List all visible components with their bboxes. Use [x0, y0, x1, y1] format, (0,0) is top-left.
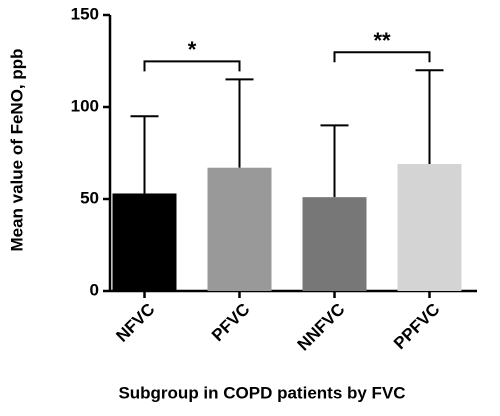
- bar: [302, 197, 367, 291]
- bar: [397, 164, 462, 291]
- y-tick-label: 150: [71, 4, 99, 23]
- y-tick-label: 50: [80, 188, 99, 207]
- y-axis-label: Mean value of FeNO, ppb: [7, 48, 26, 251]
- significance-label: **: [373, 28, 391, 53]
- y-tick-label: 0: [90, 280, 99, 299]
- x-tick-label: NNFVC: [294, 300, 349, 355]
- x-tick-label: PFVC: [208, 300, 253, 345]
- y-tick-label: 100: [71, 96, 99, 115]
- significance-label: *: [188, 37, 197, 62]
- x-tick-label: PPFVC: [390, 300, 444, 354]
- bar: [112, 193, 177, 291]
- x-tick-label: NFVC: [112, 300, 158, 346]
- x-axis-label: Subgroup in COPD patients by FVC: [118, 383, 405, 402]
- bar: [207, 167, 272, 291]
- significance-bracket: [143, 60, 241, 72]
- significance-bracket: [333, 51, 431, 63]
